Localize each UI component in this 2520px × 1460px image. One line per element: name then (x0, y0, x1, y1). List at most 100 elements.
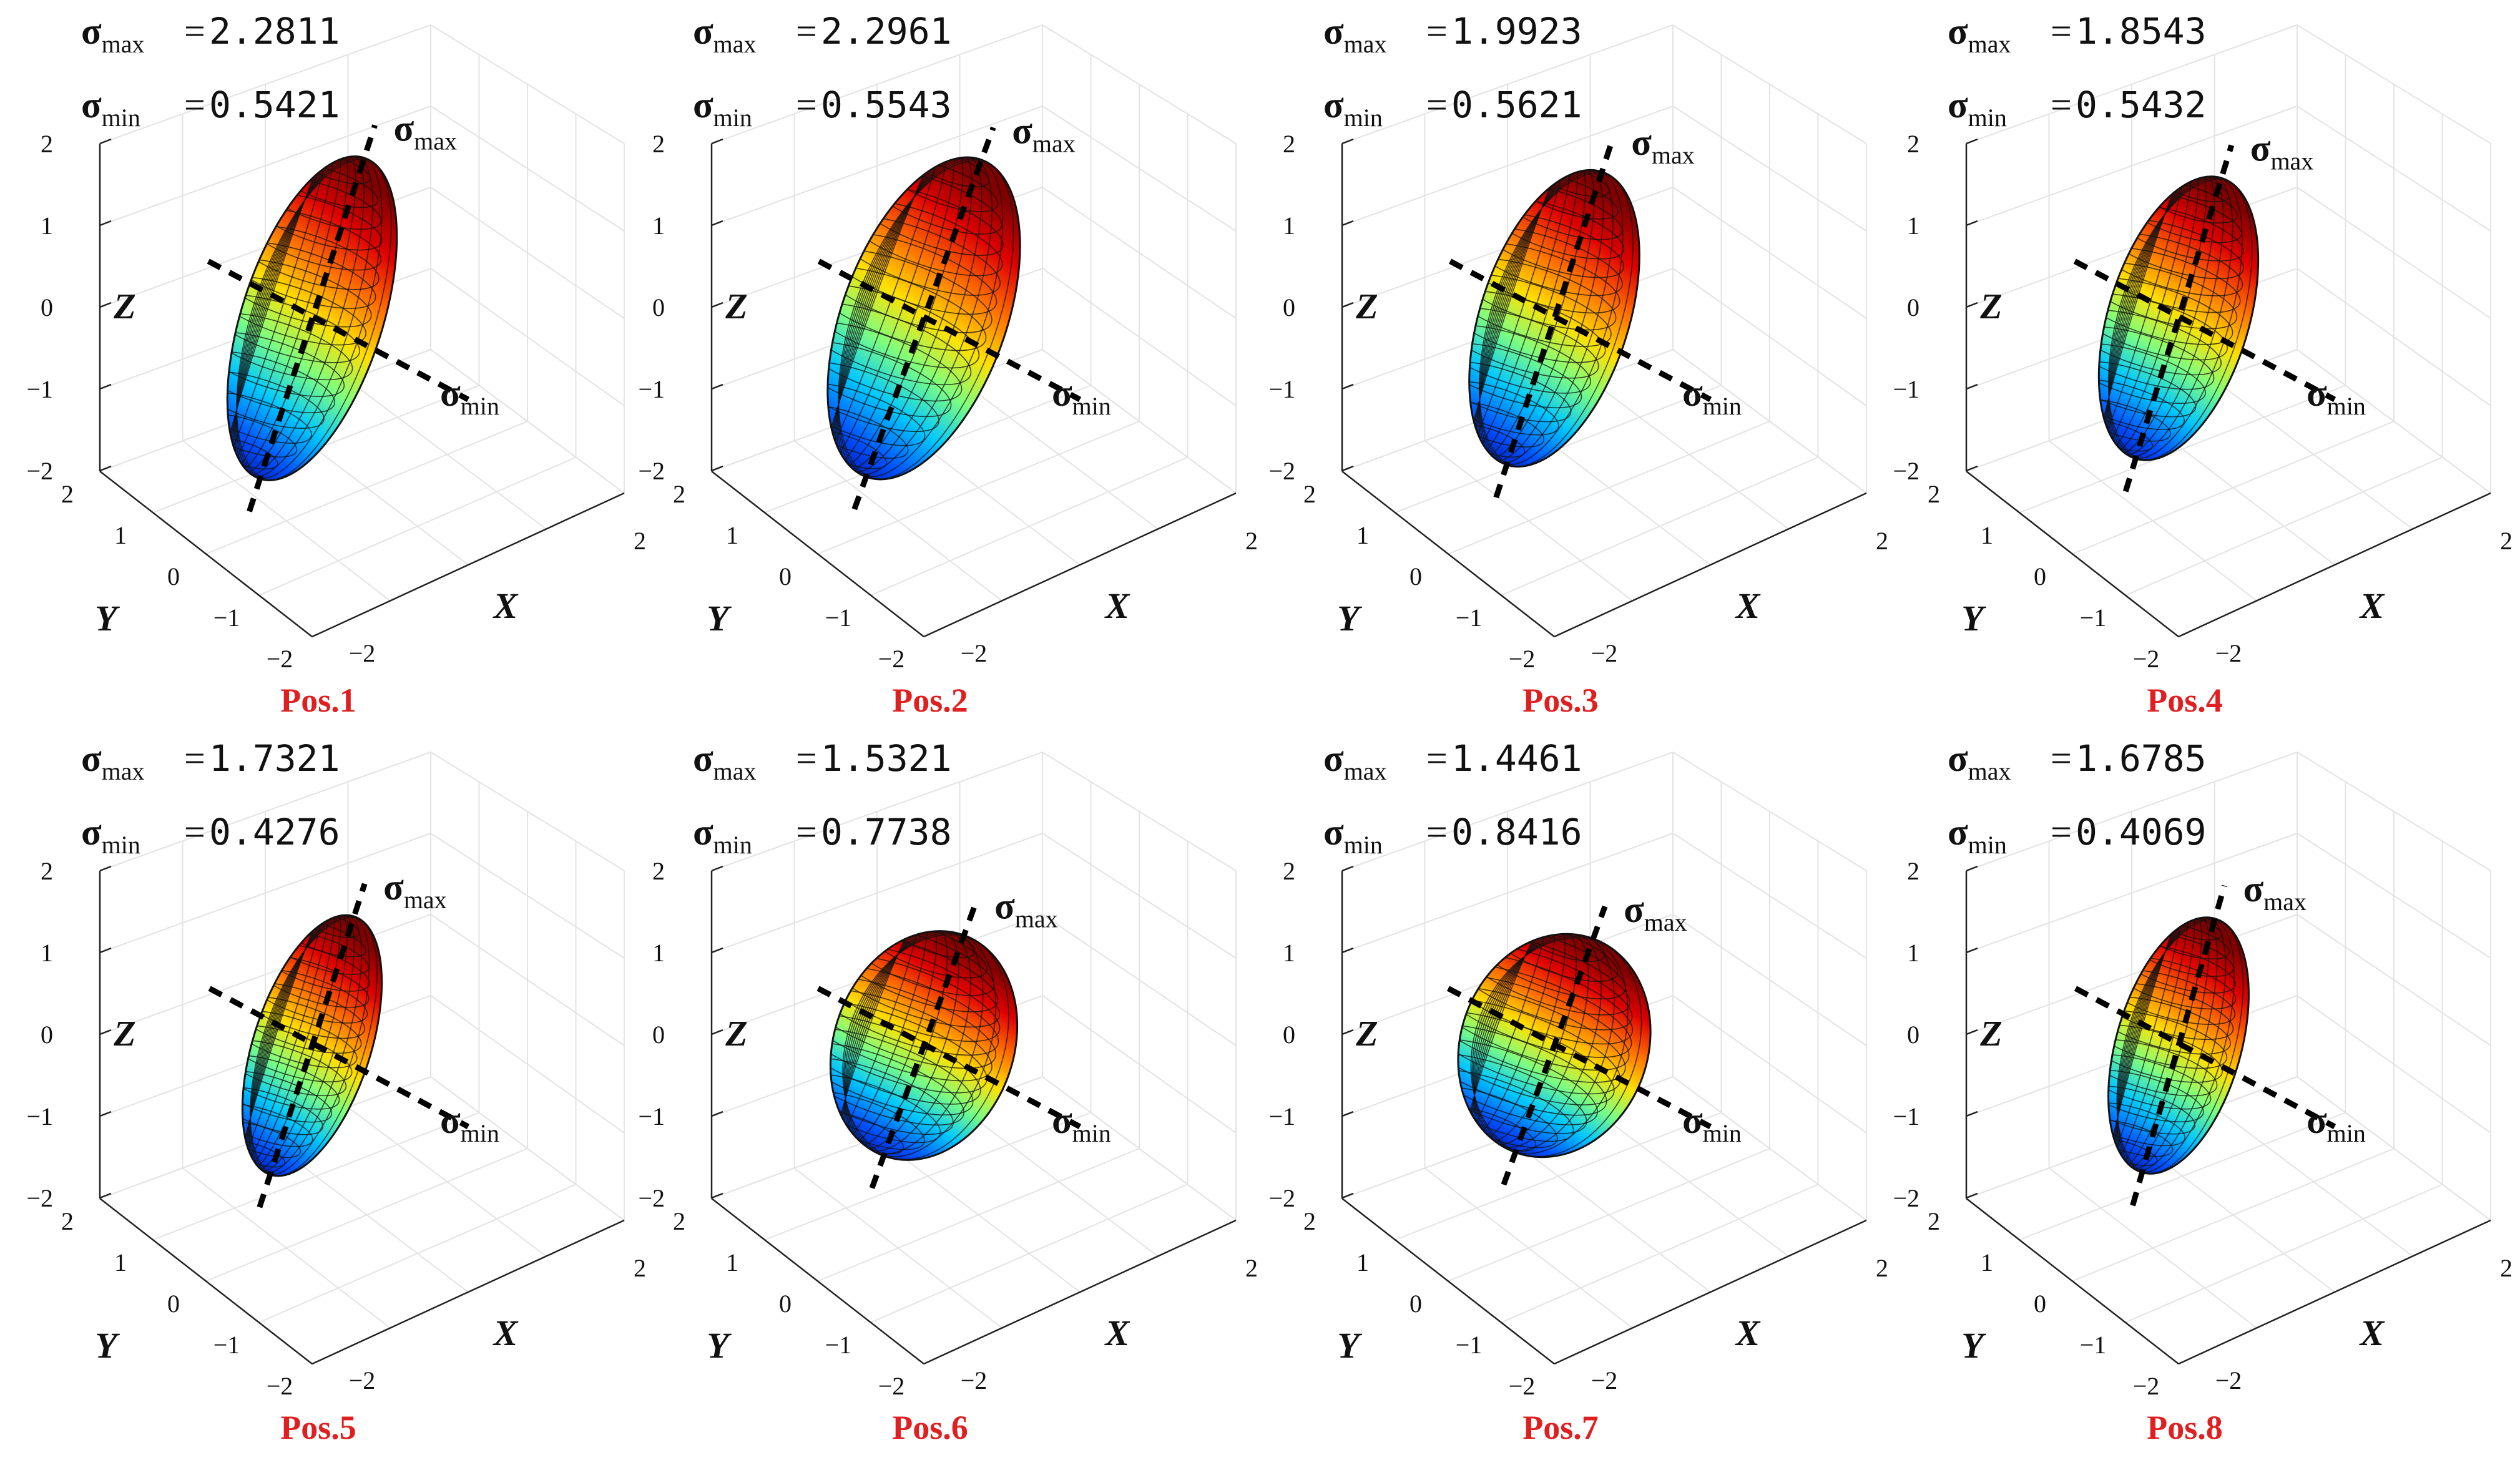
sigma-max-value: 1.5321 (821, 737, 952, 780)
x-axis-line (311, 1219, 625, 1365)
z-tick-label: 0 (652, 293, 665, 321)
sigma-max-axis-label: σmax (994, 886, 1058, 933)
y-tick-label: 2 (61, 1207, 74, 1235)
position-label: Pos.7 (1522, 1409, 1599, 1446)
sigma-max-value: 2.2811 (209, 10, 340, 52)
z-tick-label: 0 (1907, 1021, 1919, 1049)
sigma-values: σmax = 2.2961 σmin = 0.5543 (693, 10, 952, 132)
sigma-max-axis-label: σmax (394, 108, 458, 155)
x-tick-label: −2 (1591, 639, 1618, 667)
x-axis-label: X (1735, 585, 1761, 626)
x-tick-label: 2 (1876, 527, 1888, 555)
x-tick-label: 2 (1876, 1254, 1888, 1282)
sigma-min-axis (817, 258, 1082, 402)
y-axis-line (1966, 1198, 2179, 1364)
y-tick-label: −2 (2133, 645, 2160, 673)
z-tick-label: −1 (1268, 375, 1295, 403)
position-label: Pos.1 (280, 682, 356, 719)
x-axis-label: X (493, 1313, 519, 1353)
z-tick-label: 1 (652, 939, 665, 967)
y-tick-label: 2 (1303, 1207, 1316, 1235)
sigma-max-label: σmax (693, 11, 757, 58)
z-tick-label: −2 (26, 457, 53, 485)
z-tick-label: −2 (26, 1184, 53, 1212)
z-tick-label: 0 (1283, 1021, 1295, 1049)
sigma-max-value: 1.8543 (2076, 10, 2207, 52)
sigma-max-axis (2122, 144, 2235, 492)
sigma-min-label: σmin (1323, 811, 1383, 859)
sigma-min-axis-label: σmin (1052, 1100, 1111, 1147)
sigma-max-label: σmax (81, 738, 145, 785)
equals-sign: = (1426, 84, 1448, 125)
z-tick-label: 1 (652, 212, 665, 240)
z-tick-label: 2 (1907, 130, 1919, 158)
sigma-max-label: σmax (1948, 11, 2011, 58)
y-tick-label: −1 (213, 604, 240, 632)
y-tick-label: 0 (779, 1290, 792, 1318)
y-tick-label: 2 (1303, 480, 1316, 508)
x-axis-line (311, 492, 625, 638)
sigma-min-label: σmin (1323, 84, 1383, 132)
sigma-min-label: σmin (693, 811, 752, 859)
sigma-max-label: σmax (1948, 738, 2011, 785)
z-axis-label: Z (1355, 286, 1378, 326)
position-label: Pos.5 (280, 1409, 356, 1446)
sigma-min-axis (1449, 258, 1712, 402)
x-axis-label: X (2359, 585, 2385, 626)
sigma-min-axis-label: σmin (2307, 373, 2366, 420)
z-tick-label: −2 (638, 1184, 665, 1212)
sigma-max-axis-label: σmax (1624, 889, 1687, 936)
z-tick-label: −2 (1268, 457, 1295, 485)
sigma-max-label: σmax (1323, 738, 1387, 785)
equals-sign: = (2051, 738, 2072, 779)
y-tick-label: 0 (779, 562, 792, 590)
stress-ellipsoid (215, 906, 386, 1178)
sigma-values: σmax = 1.8543 σmin = 0.5432 (1948, 10, 2207, 132)
z-tick-label: 2 (1907, 857, 1919, 885)
sigma-min-axis (816, 986, 1082, 1129)
y-axis-label: Y (1337, 598, 1362, 639)
z-axis-label: Z (113, 1013, 135, 1054)
y-tick-label: −2 (878, 645, 905, 673)
x-axis-line (923, 492, 1237, 638)
sigma-min-label: σmin (81, 811, 140, 859)
z-tick-label: 2 (652, 857, 665, 885)
y-tick-label: −1 (213, 1331, 240, 1359)
x-tick-label: −2 (2215, 1366, 2242, 1394)
y-tick-label: 0 (1410, 562, 1422, 590)
x-axis-label: X (1104, 585, 1130, 626)
x-tick-label: 2 (1245, 527, 1258, 555)
equals-sign: = (796, 11, 817, 52)
x-tick-label: 2 (634, 527, 646, 555)
sigma-max-axis-label: σmax (2250, 128, 2314, 175)
equals-sign: = (796, 811, 817, 853)
y-tick-label: 1 (114, 1248, 127, 1276)
sigma-min-axis (208, 986, 470, 1129)
z-tick-label: 2 (652, 130, 665, 158)
stress-ellipsoid (195, 145, 401, 483)
sigma-min-axis-label: σmin (1682, 373, 1742, 420)
sigma-max-label: σmax (693, 738, 757, 785)
x-axis-line (2178, 1219, 2491, 1365)
y-tick-label: 1 (114, 521, 127, 549)
x-tick-label: −2 (1591, 1366, 1618, 1394)
y-tick-label: 2 (61, 480, 74, 508)
z-tick-label: −2 (638, 457, 665, 485)
z-tick-label: 2 (41, 130, 53, 158)
stress-ellipsoid (1436, 159, 1644, 469)
y-axis-label: Y (1961, 1325, 1986, 1366)
sigma-min-value: 0.7738 (821, 811, 952, 853)
z-axis-label: Z (1355, 1013, 1378, 1054)
x-axis-line (1554, 1219, 1867, 1365)
sigma-max-axis (247, 124, 378, 512)
z-tick-label: −2 (1893, 457, 1919, 485)
position-label: Pos.8 (2147, 1409, 2223, 1446)
z-axis-label: Z (725, 1013, 747, 1054)
y-axis-label: Y (707, 598, 732, 639)
y-axis-line (711, 471, 924, 637)
z-tick-label: 1 (1283, 212, 1295, 240)
sigma-min-axis-label: σmin (2307, 1100, 2366, 1147)
